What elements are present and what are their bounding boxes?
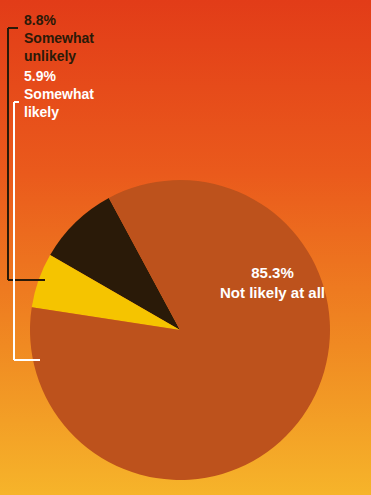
svg-text:8.8%Somewhatunlikely: 8.8%Somewhatunlikely [24,12,94,64]
svg-text:85.3%Not likely at all: 85.3%Not likely at all [220,264,325,301]
svg-text:5.9%Somewhatlikely: 5.9%Somewhatlikely [24,68,94,120]
